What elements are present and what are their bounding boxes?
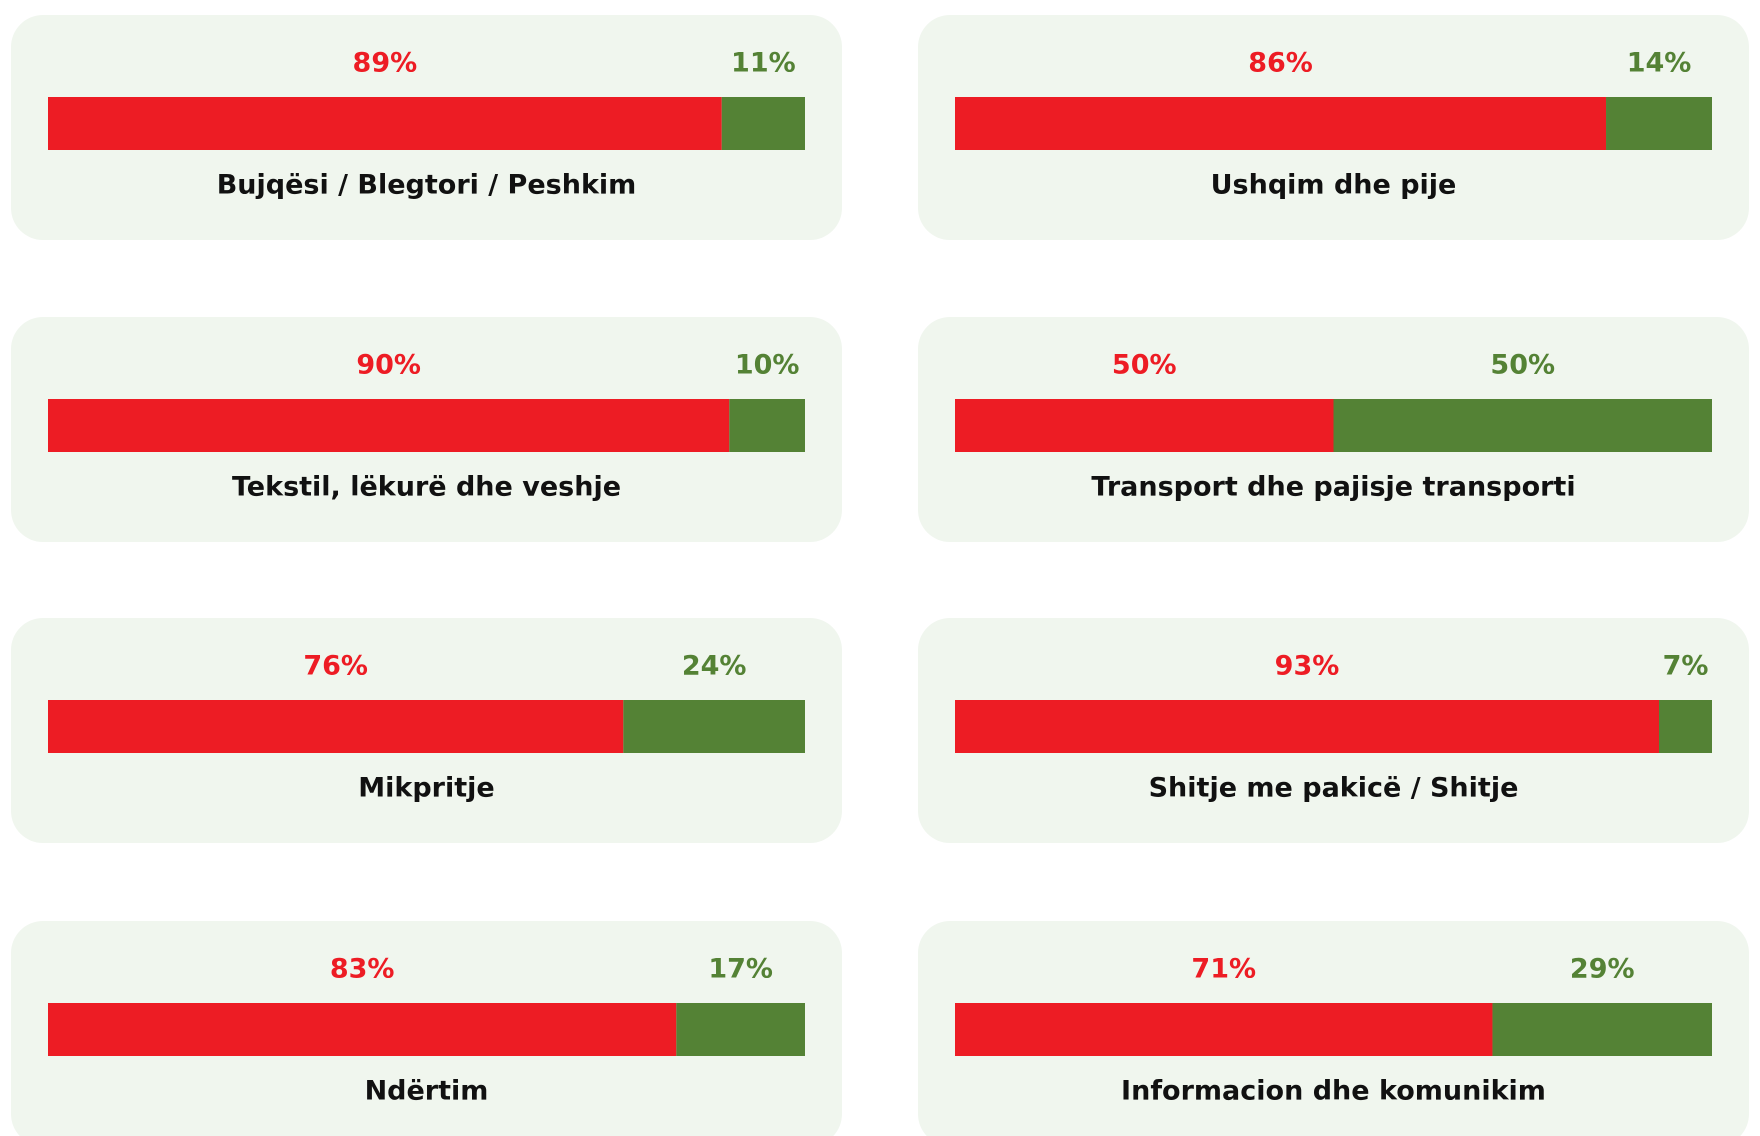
value-label: 76% [303,651,368,682]
bar-segment [729,399,805,452]
value-label: 71% [1191,954,1256,985]
bar-segment [623,700,805,753]
bar-segment [1659,700,1712,753]
bar-title: Informacion dhe komunikim [1121,1076,1546,1107]
bar-title: Transport dhe pajisje transporti [1091,472,1575,503]
bar-segment [676,1003,805,1056]
value-label: 14% [1627,48,1692,79]
bar-title: Mikpritje [358,773,494,804]
value-label: 90% [356,350,421,381]
bar-segment [1333,399,1712,452]
bar-segment [1492,1003,1712,1056]
value-label: 24% [682,651,747,682]
bar-title: Bujqësi / Blegtori / Peshkim [217,170,637,201]
bar-segment [48,97,722,150]
value-label: 29% [1570,954,1635,985]
bar-segment [955,1003,1493,1056]
bar-segment [48,700,624,753]
value-label: 10% [735,350,800,381]
value-label: 50% [1490,350,1555,381]
value-label: 7% [1663,651,1709,682]
bar-segment [955,97,1607,150]
bar-segment [1606,97,1712,150]
bar-title: Ushqim dhe pije [1211,170,1457,201]
bar-segment [48,1003,677,1056]
bar-title: Ndërtim [365,1076,489,1107]
value-label: 11% [731,48,796,79]
value-label: 50% [1112,350,1177,381]
bar-segment [721,97,805,150]
bar-title: Tekstil, lëkurë dhe veshje [232,472,621,503]
bar-title: Shitje me pakicë / Shitje [1149,773,1519,804]
value-label: 83% [330,954,395,985]
value-label: 86% [1248,48,1313,79]
value-label: 89% [353,48,418,79]
value-label: 93% [1275,651,1340,682]
bar-segment [48,399,730,452]
value-label: 17% [708,954,773,985]
bar-segment [955,399,1334,452]
bar-segment [955,700,1660,753]
